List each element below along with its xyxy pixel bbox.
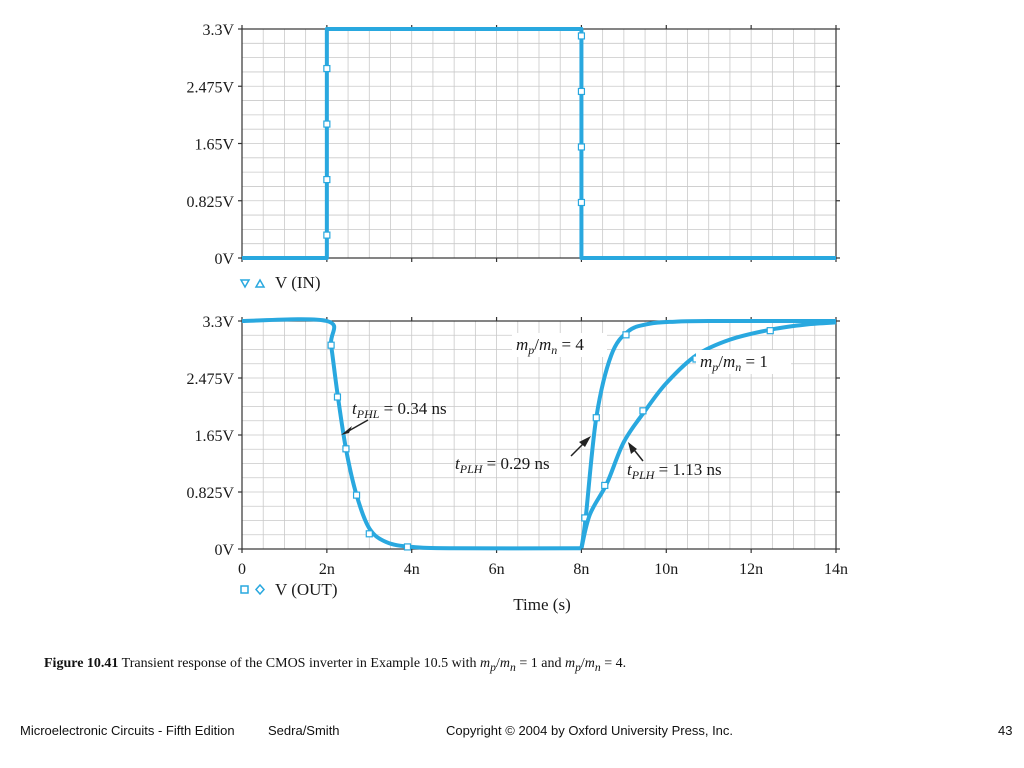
data-point-marker	[323, 64, 331, 73]
data-point-marker	[592, 414, 600, 422]
ratio4-sub2: n	[551, 343, 557, 357]
data-point-marker	[639, 407, 647, 415]
data-point-marker	[342, 445, 350, 453]
y-tick-label: 0V	[214, 251, 234, 268]
data-point-marker	[577, 32, 586, 40]
annotation-ratio-1: mp/mn = 1	[696, 350, 791, 374]
ratio4-slash: /	[534, 335, 539, 354]
tplh1-subscript: PLH	[631, 468, 656, 482]
ratio4-m2: m	[539, 335, 551, 354]
input-panel: 0V 0.825V 1.65V 2.475V 3.3V	[186, 22, 840, 268]
legend-square-marker	[240, 585, 249, 594]
tphl-symbol: t	[352, 399, 358, 418]
ratio4-value: = 4	[557, 335, 584, 354]
x-axis-label: Time (s)	[513, 595, 570, 614]
caption-text: Transient response of the CMOS inverter …	[118, 656, 481, 671]
legend-diamond-marker	[254, 583, 266, 596]
ratio1-slash: /	[718, 352, 723, 371]
data-point-marker	[323, 231, 331, 239]
x-tick-label: 10n	[654, 561, 678, 578]
y-tick-label: 0.825V	[186, 194, 234, 211]
footer-page-number: 43	[998, 723, 1013, 738]
annotation-tphl: tPHL = 0.34 ns	[341, 399, 447, 435]
tplh1-value: = 1.13 ns	[654, 460, 721, 479]
legend-out-label: V (OUT)	[275, 580, 337, 599]
svg-text:tPHL = 0.34 ns: tPHL = 0.34 ns	[352, 399, 447, 421]
tplh1-arrowhead	[628, 442, 637, 454]
svg-text:mp/mn = 4: mp/mn = 4	[516, 335, 584, 357]
legend-in-label: V (IN)	[275, 273, 320, 292]
tplh4-value: = 0.29 ns	[482, 454, 549, 473]
tplh1-symbol: t	[627, 460, 633, 479]
data-point-marker	[327, 341, 335, 349]
tplh4-arrowhead	[579, 436, 591, 447]
annotation-tplh-1: tPLH = 1.13 ns	[627, 442, 722, 482]
ratio1-m2: m	[723, 352, 735, 371]
data-point-marker	[352, 491, 361, 499]
x-tick-label: 4n	[404, 561, 420, 578]
data-point-marker	[365, 530, 373, 538]
y-tick-label: 3.3V	[202, 314, 234, 331]
data-point-marker	[323, 175, 331, 184]
ratio1-value: = 1	[741, 352, 768, 371]
figure-number: Figure 10.41	[44, 656, 119, 671]
series-line-2	[579, 320, 837, 549]
footer-authors: Sedra/Smith	[268, 723, 340, 738]
data-point-marker	[403, 543, 412, 551]
ratio4-m1: m	[516, 335, 528, 354]
data-point-marker	[577, 143, 586, 151]
y-tick-label: 0.825V	[186, 485, 234, 502]
ratio1-sub2: n	[735, 360, 741, 374]
data-point-marker	[622, 331, 630, 339]
y-tick-label: 2.475V	[186, 79, 234, 96]
data-point-marker	[333, 393, 342, 401]
tphl-subscript: PHL	[356, 407, 380, 421]
footer-copyright: Copyright © 2004 by Oxford University Pr…	[446, 723, 734, 738]
legend-triangle-marker	[254, 278, 266, 288]
data-point-marker	[323, 120, 331, 128]
ratio1-m1: m	[700, 352, 712, 371]
y-tick-label: 0V	[214, 542, 234, 559]
x-tick-label: 8n	[573, 561, 589, 578]
x-tick-label: 12n	[739, 561, 763, 578]
y-tick-label: 1.65V	[194, 137, 234, 154]
tplh4-symbol: t	[455, 454, 461, 473]
y-tick-label: 1.65V	[194, 428, 234, 445]
transient-response-chart: 0V 0.825V 1.65V 2.475V 3.3V 0V 0.825V 1.65V 2.4…	[186, 22, 848, 614]
series-line-0	[242, 27, 836, 260]
svg-text:mp/mn = 1: mp/mn = 1	[700, 352, 768, 374]
legend-inverted-triangle-marker	[239, 279, 251, 289]
x-tick-label: 14n	[824, 561, 848, 578]
annotation-ratio-4: mp/mn = 4	[512, 333, 607, 357]
x-tick-label: 0	[238, 561, 246, 578]
output-panel: 0V 0.825V 1.65V 2.475V 3.3V 0 2n 4n 6n 8n 10n 12n 14…	[186, 314, 848, 578]
tphl-value: = 0.34 ns	[379, 399, 446, 418]
data-point-marker	[601, 481, 609, 490]
footer-book-title: Microelectronic Circuits - Fifth Edition	[20, 723, 235, 738]
y-tick-label: 3.3V	[202, 22, 234, 39]
ratio4-sub1: p	[527, 343, 534, 357]
ratio1-sub1: p	[711, 360, 718, 374]
data-point-marker	[577, 87, 586, 96]
svg-text:tPLH = 1.13 ns: tPLH = 1.13 ns	[627, 460, 722, 482]
y-tick-label: 2.475V	[186, 371, 234, 388]
tplh4-subscript: PLH	[459, 462, 484, 476]
tphl-arrowhead	[341, 426, 352, 435]
data-point-marker	[577, 198, 586, 207]
legend-out: V (OUT)	[240, 580, 337, 599]
x-tick-label: 2n	[319, 561, 335, 578]
figure-caption: Figure 10.41 Transient response of the C…	[44, 656, 627, 674]
data-point-marker	[766, 327, 774, 335]
annotation-tplh-4: tPLH = 0.29 ns	[455, 436, 591, 476]
svg-text:tPLH = 0.29 ns: tPLH = 0.29 ns	[455, 454, 550, 476]
x-tick-label: 6n	[489, 561, 505, 578]
legend-in: V (IN)	[239, 273, 320, 292]
